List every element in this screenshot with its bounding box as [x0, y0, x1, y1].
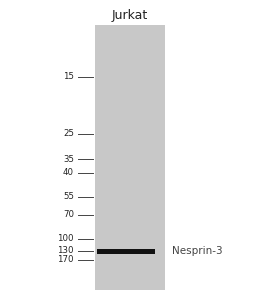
Text: 170: 170: [57, 255, 74, 264]
Text: 15: 15: [63, 72, 74, 81]
Text: Jurkat: Jurkat: [112, 8, 148, 22]
Bar: [95, 25, 165, 290]
Text: 70: 70: [63, 210, 74, 219]
Text: 35: 35: [63, 154, 74, 164]
Text: 40: 40: [63, 168, 74, 177]
Text: Nesprin-3: Nesprin-3: [172, 246, 223, 256]
Text: 25: 25: [63, 129, 74, 138]
Bar: [97, 249, 155, 254]
Text: 130: 130: [57, 246, 74, 255]
Text: 100: 100: [57, 234, 74, 243]
Text: 55: 55: [63, 192, 74, 201]
